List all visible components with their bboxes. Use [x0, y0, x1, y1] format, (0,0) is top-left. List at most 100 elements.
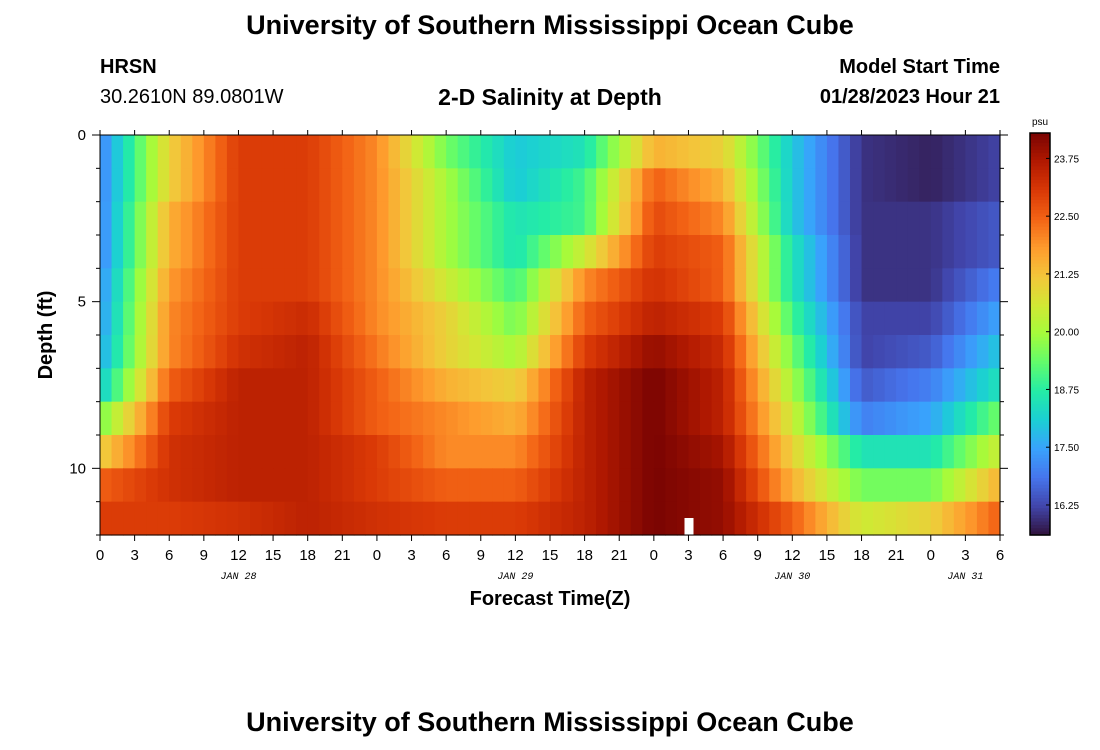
colorbar-segment [1030, 169, 1050, 174]
heatmap-cell [688, 201, 701, 236]
heatmap-cell [111, 435, 124, 469]
colorbar-segment [1030, 143, 1050, 147]
heatmap-cell [723, 201, 736, 236]
colorbar-segment [1030, 454, 1050, 459]
heatmap-cell [203, 401, 216, 436]
colorbar-segment [1030, 431, 1050, 436]
heatmap-cell [296, 501, 309, 536]
heatmap-cell [700, 135, 713, 169]
heatmap-cell [492, 468, 505, 503]
heatmap-cell [815, 268, 828, 303]
heatmap-cell [642, 301, 655, 336]
colorbar-segment [1030, 307, 1050, 312]
heatmap-cell [515, 401, 528, 436]
heatmap-cell [100, 268, 113, 303]
heatmap-cell [492, 501, 505, 536]
colorbar-segment [1030, 297, 1050, 302]
heatmap-cell [411, 235, 424, 269]
colorbar-segment [1030, 240, 1050, 245]
heatmap-cell [676, 301, 690, 336]
heatmap-cell [965, 435, 978, 469]
heatmap-cell [203, 135, 216, 169]
heatmap-cell [965, 135, 978, 169]
heatmap-cell [607, 368, 620, 403]
heatmap-cell [619, 435, 632, 469]
heatmap-cell [630, 501, 643, 536]
heatmap-cell [942, 168, 955, 203]
heatmap-cell [711, 168, 724, 203]
heatmap-cell [642, 468, 655, 503]
heatmap-cell [492, 135, 505, 169]
heatmap-cell [157, 168, 170, 203]
heatmap-cell [700, 501, 713, 536]
heatmap-cell [711, 268, 724, 303]
heatmap-cell [653, 401, 666, 436]
heatmap-cell [526, 401, 540, 436]
heatmap-cell [446, 435, 459, 469]
y-tick-label: 0 [78, 127, 86, 144]
heatmap-cell [769, 201, 782, 236]
heatmap-cell [365, 468, 378, 503]
heatmap-cell [884, 135, 897, 169]
heatmap-cell [284, 135, 297, 169]
heatmap-cell [676, 135, 690, 169]
colorbar-segment [1030, 340, 1050, 345]
heatmap-cell [353, 335, 366, 369]
heatmap-cell [826, 468, 840, 503]
x-tick-label: 3 [407, 547, 415, 564]
heatmap-cell [653, 301, 666, 336]
heatmap-cell [215, 435, 228, 469]
heatmap-cell [157, 401, 170, 436]
heatmap-cell [619, 468, 632, 503]
heatmap-cell [134, 435, 147, 469]
heatmap-cell [861, 268, 874, 303]
heatmap-cell [734, 201, 747, 236]
colorbar-segment [1030, 414, 1050, 419]
heatmap-cell [653, 468, 666, 503]
x-axis-title: Forecast Time(Z) [470, 588, 631, 610]
heatmap-cell [296, 135, 309, 169]
colorbar-tick-label: 16.25 [1054, 501, 1079, 512]
heatmap-cell [723, 368, 736, 403]
heatmap-cell [400, 268, 413, 303]
heatmap-cell [457, 335, 470, 369]
heatmap-cell [146, 201, 159, 236]
heatmap-cell [376, 368, 390, 403]
heatmap-cell [723, 335, 736, 369]
heatmap-cell [180, 168, 193, 203]
heatmap-cell [215, 401, 228, 436]
heatmap-cell [342, 268, 355, 303]
heatmap-cell [353, 468, 366, 503]
heatmap-cell [630, 335, 643, 369]
heatmap-cell [261, 268, 274, 303]
heatmap-cell [826, 435, 840, 469]
heatmap-cell [769, 468, 782, 503]
heatmap-cell [434, 401, 447, 436]
heatmap-cell [642, 201, 655, 236]
colorbar-segment [1030, 344, 1050, 348]
heatmap-cell [400, 235, 413, 269]
heatmap-cell [480, 401, 493, 436]
heatmap-cell [792, 501, 805, 536]
heatmap-cell [780, 335, 793, 369]
model-start-label: Model Start Time [839, 56, 1000, 78]
colorbar-segment [1030, 293, 1050, 298]
heatmap-cell [342, 368, 355, 403]
heatmap-cell [873, 168, 886, 203]
colorbar-segment [1030, 270, 1050, 275]
heatmap-cell [826, 335, 840, 369]
colorbar-segment [1030, 260, 1050, 265]
heatmap-cell [976, 468, 990, 503]
heatmap-cell [953, 368, 966, 403]
date-label: JAN 28 [220, 572, 256, 583]
heatmap-cell [919, 335, 932, 369]
heatmap-cell [723, 135, 736, 169]
heatmap-cell [446, 168, 459, 203]
heatmap-cell [400, 468, 413, 503]
heatmap-cell [815, 468, 828, 503]
heatmap-cell [861, 301, 874, 336]
heatmap-cell [884, 401, 897, 436]
heatmap-cell [307, 335, 320, 369]
heatmap-cell [688, 168, 701, 203]
heatmap-cell [423, 335, 436, 369]
